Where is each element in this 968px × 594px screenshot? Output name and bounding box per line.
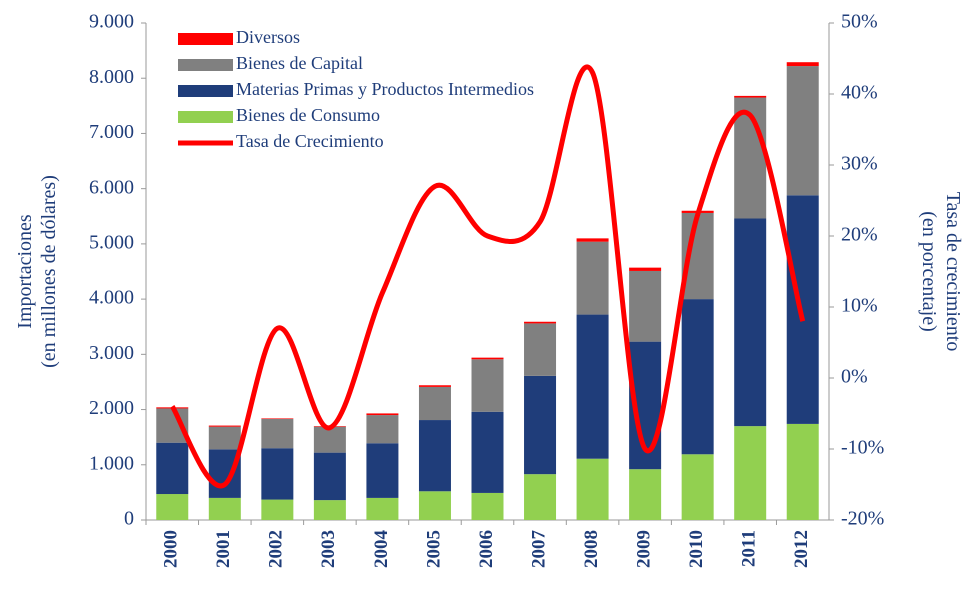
y-tick-label: 9.000: [89, 11, 134, 33]
legend-label: Bienes de Consumo: [236, 105, 380, 125]
bar-segment: [524, 375, 557, 475]
x-tick-label: 2003: [318, 530, 339, 568]
bar-segment: [681, 454, 714, 520]
y-tick-label: 2.000: [89, 397, 134, 419]
bar-segment: [313, 426, 346, 453]
bar-segment: [208, 425, 241, 427]
y2-tick-label: 30%: [841, 153, 878, 175]
y2-tick-label: 40%: [841, 82, 878, 104]
bar-segment: [734, 426, 767, 520]
bar-segment: [261, 418, 294, 419]
y2-tick-label: 50%: [841, 11, 878, 33]
x-tick-label: 2002: [266, 530, 287, 568]
y2-tick-label: 20%: [841, 224, 878, 246]
bar-segment: [524, 323, 557, 376]
x-tick-label: 2001: [213, 530, 234, 568]
bar-segment: [156, 494, 189, 520]
y-tick-label: 4.000: [89, 287, 134, 309]
x-tick-label: 2010: [686, 530, 707, 568]
legend-swatch: [178, 59, 233, 71]
bar-segment: [629, 267, 662, 271]
y-tick-label: 8.000: [89, 66, 134, 88]
y-tick-label: 7.000: [89, 121, 134, 143]
bar-segment: [786, 195, 819, 424]
bar-segment: [786, 423, 819, 520]
y2-axis-title: Tasa de crecimiento(en porcentaje): [918, 192, 964, 352]
bar-segment: [418, 491, 451, 520]
bar-segment: [313, 452, 346, 501]
y2-axis-title-line: (en porcentaje): [918, 211, 940, 331]
x-tick-label: 2011: [739, 530, 760, 567]
bar-segment: [629, 469, 662, 520]
bar-segment: [471, 357, 504, 360]
bar-segment: [366, 443, 399, 498]
y-tick-label: 6.000: [89, 176, 134, 198]
bar-segment: [156, 442, 189, 495]
y-tick-label: 3.000: [89, 342, 134, 364]
legend-label: Materias Primas y Productos Intermedios: [236, 79, 534, 99]
bar-segment: [366, 413, 399, 416]
x-tick-label: 2007: [528, 530, 549, 569]
bar-segment: [418, 420, 451, 492]
bar-segment: [471, 492, 504, 520]
bar-segment: [734, 218, 767, 427]
bar-segment: [524, 321, 557, 324]
legend-swatch: [178, 111, 233, 123]
x-tick-label: 2000: [161, 530, 182, 568]
legend-swatch: [178, 33, 233, 45]
bar-segment: [576, 458, 609, 520]
bar-segment: [261, 448, 294, 500]
bar-segment: [681, 299, 714, 455]
x-tick-label: 2009: [633, 530, 654, 568]
y-tick-label: 0: [124, 508, 134, 530]
bar-segment: [208, 497, 241, 520]
bar-segment: [576, 238, 609, 242]
bar-segment: [524, 474, 557, 520]
x-tick-label: 2008: [581, 530, 602, 568]
bar-segment: [261, 418, 294, 449]
bar-segment: [629, 270, 662, 342]
bar-segment: [208, 426, 241, 450]
bar-segment: [261, 499, 294, 520]
y2-tick-label: 10%: [841, 295, 878, 317]
legend-swatch: [178, 85, 233, 97]
bar-segment: [576, 314, 609, 459]
legend-label: Bienes de Capital: [236, 53, 363, 73]
bar-segment: [366, 415, 399, 444]
y-tick-label: 1.000: [89, 452, 134, 474]
bar-segment: [734, 95, 767, 98]
y-axis-title: Importaciones (en millones de dólares): [14, 175, 60, 368]
bar-segment: [786, 66, 819, 196]
bar-segment: [786, 62, 819, 67]
x-tick-label: 2006: [476, 530, 497, 568]
y2-tick-label: 0%: [841, 366, 868, 388]
y-axis-title-line: Importaciones: [14, 214, 36, 329]
bar-segment: [471, 411, 504, 493]
bar-segment: [576, 241, 609, 315]
y2-tick-label: -20%: [841, 508, 884, 530]
legend-label: Diversos: [236, 27, 300, 47]
bar-segment: [366, 497, 399, 520]
y-axis-title-line: (en millones de dólares): [38, 175, 60, 368]
growth-line: [170, 64, 806, 489]
bar-segment: [471, 359, 504, 412]
y2-tick-label: -10%: [841, 437, 884, 459]
bar-segment: [313, 500, 346, 520]
y2-axis-title-line: Tasa de crecimiento: [942, 192, 964, 352]
y-tick-label: 5.000: [89, 231, 134, 253]
bar-segment: [418, 386, 451, 421]
x-tick-label: 2012: [791, 530, 812, 568]
bar-segment: [418, 385, 451, 387]
x-tick-label: 2004: [371, 530, 392, 569]
legend-label: Tasa de Crecimiento: [236, 131, 384, 151]
x-tick-label: 2005: [423, 530, 444, 568]
